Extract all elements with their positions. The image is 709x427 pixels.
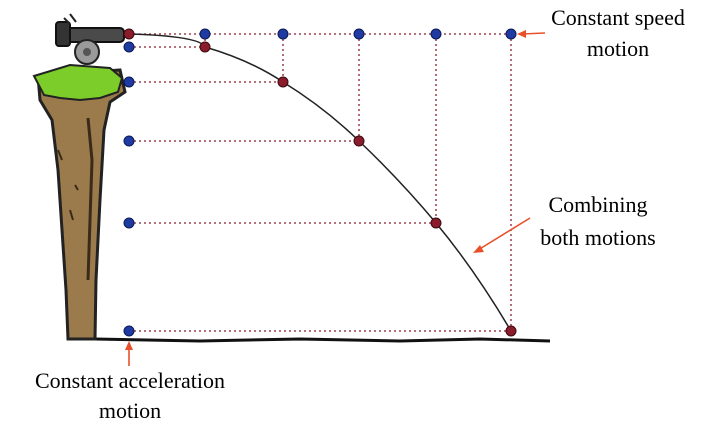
label-line: Constant speed [551,5,685,30]
horizontal-dot [277,28,289,40]
vertical-dot [123,217,135,229]
label-line: Combining [548,192,647,217]
projectile-dots [123,28,517,337]
horizontal-dot [430,28,442,40]
vertical-dot [123,325,135,337]
annotation-arrows [125,30,546,366]
label-line: motion [587,36,649,61]
trajectory-curve [128,33,512,332]
arrow-to-vertical [125,341,133,366]
label-line: Constant acceleration [35,368,225,393]
vertical-dots [123,41,135,337]
label-constant-speed: Constant speed motion [551,5,685,61]
vertical-dot [123,135,135,147]
horizontal-dots [199,28,517,40]
cliff-icon [32,63,127,341]
arrow-to-trajectory [473,217,531,253]
label-combining: Combining both motions [540,192,656,250]
horizontal-dot [199,28,211,40]
label-line: both motions [540,225,656,250]
vertical-dot [123,76,135,88]
ground-line [94,337,551,343]
projectile-dot [277,76,289,88]
label-constant-acceleration: Constant acceleration motion [35,368,225,423]
projectile-dot [199,41,211,53]
arrow-to-horizontal [517,30,546,38]
cannon-icon [55,13,125,65]
guide-lines [129,33,512,332]
projectile-dot [123,28,135,40]
projectile-dot [430,217,442,229]
label-line: motion [99,398,161,423]
projectile-dot [505,325,517,337]
projectile-dot [353,135,365,147]
horizontal-dot [505,28,517,40]
horizontal-dot [353,28,365,40]
vertical-dot [123,41,135,53]
